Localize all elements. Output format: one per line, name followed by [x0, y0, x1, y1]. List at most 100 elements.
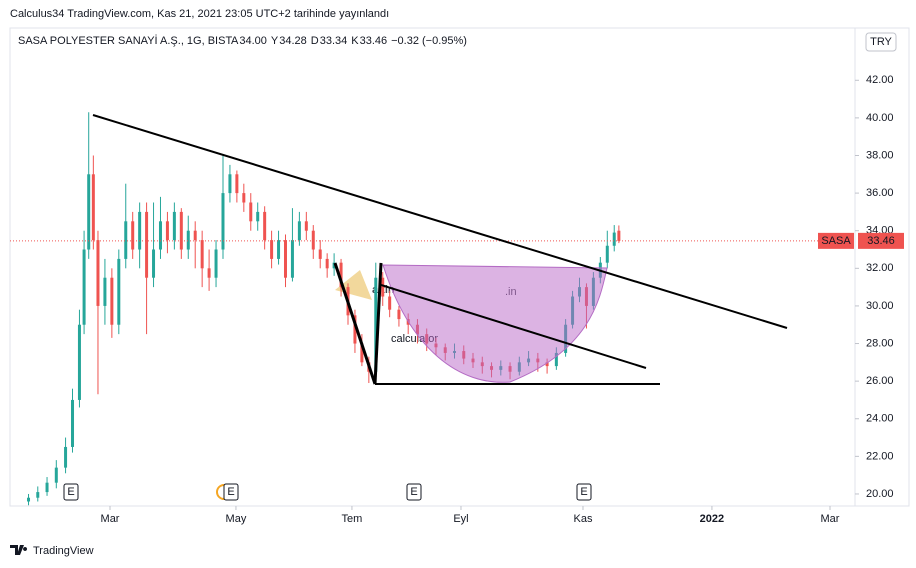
trendline	[92, 114, 788, 329]
earnings-box	[406, 483, 422, 501]
candle-body	[131, 221, 135, 250]
candle-body	[263, 211, 267, 241]
candle-body	[27, 497, 31, 502]
earnings-box	[223, 483, 239, 501]
last-price-label: 33.46	[867, 235, 895, 247]
ohlc-legend: A 34.00 Y 34.28 D 33.34 K 33.46 −0.32 (−0.95%)	[231, 35, 467, 47]
candle-body	[270, 240, 274, 259]
candle-body	[186, 230, 190, 250]
ticker-label: SASA	[821, 235, 851, 247]
candle-body	[172, 211, 176, 241]
y-tick-label: 32.00	[866, 262, 894, 274]
trendline	[380, 284, 647, 369]
candle-body	[152, 249, 156, 278]
candle-body	[179, 211, 183, 250]
candle-body	[45, 482, 49, 493]
candle-body	[64, 446, 68, 468]
x-tick-label: 2022	[700, 513, 724, 525]
candle-body	[360, 343, 364, 363]
candle-body	[221, 193, 225, 250]
candle-body	[617, 230, 621, 241]
frame	[9, 27, 910, 507]
candle-body	[374, 277, 378, 372]
candle-body	[249, 202, 253, 222]
y-tick-label: 24.00	[866, 413, 894, 425]
candle-body	[545, 362, 549, 367]
ohlc-value: 33.34	[320, 35, 348, 47]
candle-body	[110, 277, 114, 325]
candle-body	[554, 352, 558, 367]
candle-body	[82, 249, 86, 325]
candle-body	[304, 221, 308, 231]
y-tick-label: 20.00	[866, 488, 894, 500]
candle-body	[36, 492, 40, 498]
earnings-marker: E	[410, 486, 417, 498]
candle-body	[325, 258, 329, 269]
earnings-box	[63, 483, 79, 501]
y-tick-label: 30.00	[866, 300, 894, 312]
candle-body	[381, 277, 385, 297]
ohlc-key: A	[231, 35, 239, 47]
candle-body	[124, 221, 128, 259]
y-tick-label: 38.00	[866, 149, 894, 161]
candle-body	[207, 268, 211, 278]
candle-body	[96, 240, 100, 306]
candle-body	[235, 174, 239, 194]
price-badge	[858, 232, 904, 249]
trendline	[333, 262, 377, 385]
change: −0.32 (−0.95%)	[391, 35, 467, 47]
candle-body	[605, 245, 609, 263]
candle-body	[200, 240, 204, 269]
ohlc-value: 34.28	[279, 35, 307, 47]
candle-body	[311, 230, 315, 250]
candle-body	[290, 240, 294, 278]
y-tick-label: 42.00	[866, 74, 894, 86]
candle-body	[214, 249, 218, 278]
candle-body	[612, 232, 616, 246]
candle-body	[117, 258, 121, 325]
footer-icon	[10, 545, 28, 555]
ohlc-value: 33.46	[360, 35, 388, 47]
y-tick-label: 36.00	[866, 187, 894, 199]
candle-body	[242, 193, 246, 203]
candle-body	[54, 467, 58, 483]
ticker-badge	[818, 232, 854, 249]
candle-body	[318, 249, 322, 259]
y-tick-label: 40.00	[866, 112, 894, 124]
candle-body	[256, 211, 260, 222]
candle-body	[228, 174, 232, 194]
ohlc-value: 34.00	[239, 35, 267, 47]
candle-body	[158, 221, 162, 250]
candle-body	[297, 221, 301, 241]
drawings	[92, 114, 788, 385]
candle-body	[87, 174, 91, 250]
footer-logo: TradingView	[10, 545, 94, 557]
footer-brand: TradingView	[33, 545, 94, 557]
y-tick-label: 28.00	[866, 337, 894, 349]
earnings-marker: E	[67, 486, 74, 498]
x-tick-label: Eyl	[453, 513, 468, 525]
currency: TRY	[870, 36, 892, 48]
candle-body	[165, 221, 169, 241]
candle-body	[339, 262, 343, 288]
x-tick-label: Tem	[342, 513, 363, 525]
candle-body	[77, 324, 81, 400]
y-tick-label: 26.00	[866, 375, 894, 387]
cup-pattern	[382, 264, 608, 383]
candle-body	[103, 277, 107, 306]
currency-box	[865, 32, 897, 52]
candle-body	[388, 296, 392, 310]
candle-body	[332, 262, 336, 269]
ohlc-key: K	[351, 35, 359, 47]
y-tick-label: 22.00	[866, 450, 894, 462]
symbol: SASA POLYESTER SANAYİ A.Ş., 1G, BIST	[18, 34, 232, 47]
candle-body	[277, 240, 281, 259]
candle-body	[283, 240, 287, 278]
candle-body	[397, 309, 401, 320]
candle-body	[138, 211, 142, 250]
earnings-marker: E	[580, 486, 587, 498]
candle-body	[193, 230, 197, 241]
